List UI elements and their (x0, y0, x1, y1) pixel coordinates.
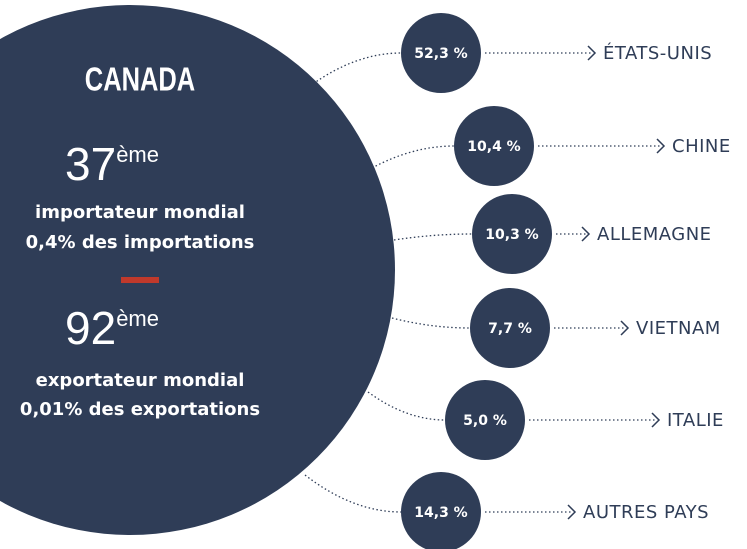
rank-suffix: ème (116, 142, 159, 167)
connector (371, 145, 455, 169)
share-label: 14,3 % (414, 505, 467, 521)
country-circle (0, 5, 395, 535)
country-label: VIETNAM (636, 318, 721, 339)
arrow-head (587, 45, 597, 61)
connector (391, 317, 471, 329)
rank-suffix: ème (116, 306, 159, 331)
arrow-head (567, 504, 577, 520)
share-label: 7,7 % (488, 321, 532, 337)
country-label: AUTRES PAYS (583, 502, 709, 523)
connector (393, 233, 473, 241)
export-share: 0,01% des exportations (20, 399, 260, 420)
export-role: exportateur mondial (36, 370, 245, 391)
arrow-head (581, 226, 591, 242)
import-rank: 37ème (65, 138, 159, 190)
country-label: ITALIE (667, 410, 724, 431)
arrow-head (620, 320, 630, 336)
share-label: 10,4 % (467, 139, 520, 155)
arrow-head (656, 138, 666, 154)
separator (121, 277, 159, 283)
export-rank: 92ème (65, 302, 159, 354)
share-circle (401, 472, 481, 549)
country-label: ÉTATS-UNIS (603, 42, 712, 64)
share-label: 5,0 % (463, 413, 507, 429)
share-circle (445, 380, 525, 460)
import-share: 0,4% des importations (26, 232, 255, 253)
rank-number: 92 (65, 302, 116, 354)
country-label: CHINE (672, 136, 731, 157)
share-circle (472, 194, 552, 274)
share-label: 52,3 % (414, 46, 467, 62)
import-role: importateur mondial (35, 202, 245, 223)
arrow-head (651, 412, 661, 428)
share-label: 10,3 % (485, 227, 538, 243)
connector (309, 52, 402, 87)
rank-number: 37 (65, 138, 116, 190)
connector (367, 391, 446, 421)
share-circle (454, 106, 534, 186)
country-name: CANADA (85, 62, 195, 99)
connector (304, 474, 402, 513)
share-circle (401, 13, 481, 93)
country-label: ALLEMAGNE (597, 224, 712, 245)
share-circle (470, 288, 550, 368)
